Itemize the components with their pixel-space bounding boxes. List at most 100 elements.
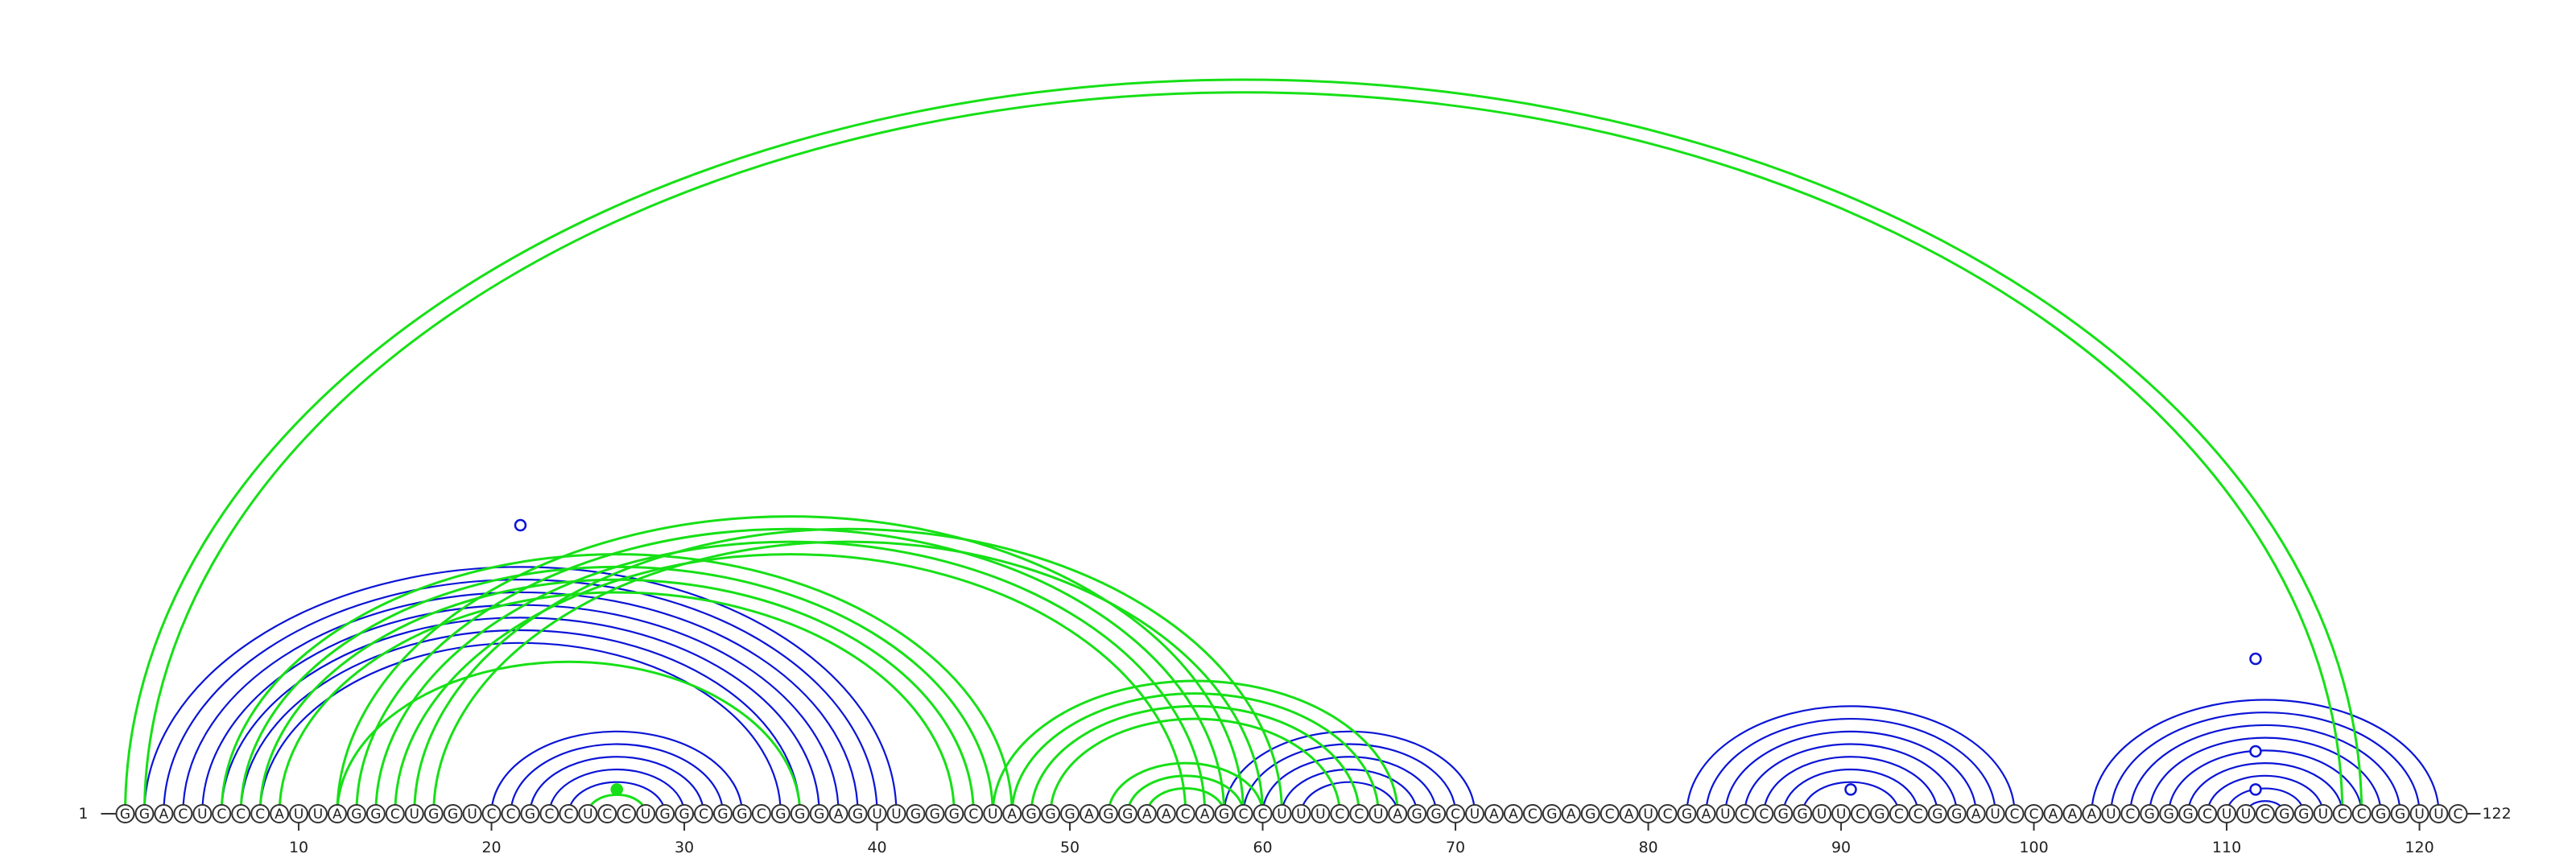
nucleotide-letter: U xyxy=(872,806,881,823)
blue-arc xyxy=(2207,774,2324,815)
nucleotide: C xyxy=(539,804,559,823)
nucleotide-letter: C xyxy=(699,806,708,823)
nucleotide: U xyxy=(1715,804,1736,823)
nucleotide-circle xyxy=(770,804,791,823)
nucleotide-circle xyxy=(1253,804,1273,823)
blue-arc xyxy=(2225,787,2305,815)
nucleotide-letter: G xyxy=(1219,806,1229,823)
nucleotide: U xyxy=(2101,804,2121,823)
nucleotide-circle xyxy=(1773,804,1794,823)
nucleotide: G xyxy=(1060,804,1080,823)
nucleotide: G xyxy=(1426,804,1447,823)
open-pair-marker xyxy=(2249,745,2262,758)
nucleotide-letter: U xyxy=(2434,806,2443,823)
position-ticks: 10 20 30 40 50 60 70 80 90 100 110 120 xyxy=(289,823,2434,856)
nucleotide: A xyxy=(1002,804,1022,823)
nucleotide-circle xyxy=(1041,804,1061,823)
tick-label: 20 xyxy=(481,839,501,856)
nucleotide: G xyxy=(1041,804,1061,823)
nucleotide-letter: G xyxy=(717,806,728,823)
nucleotide-letter: G xyxy=(1026,806,1037,823)
nucleotide-letter: C xyxy=(1181,806,1191,823)
nucleotide: U xyxy=(2429,804,2449,823)
nucleotide: G xyxy=(2293,804,2314,823)
nucleotide-circle xyxy=(867,804,887,823)
nucleotide: G xyxy=(115,804,135,823)
nucleotide: A xyxy=(1080,804,1099,823)
nucleotide-letter: U xyxy=(467,806,477,823)
nucleotide-circle xyxy=(712,804,733,823)
nucleotide-circle xyxy=(636,804,656,823)
nucleotide-letter: G xyxy=(1103,806,1113,823)
nucleotide: A xyxy=(1966,804,1986,823)
nucleotide-letter: U xyxy=(1277,806,1286,823)
nucleotide: C xyxy=(231,804,251,823)
nucleotide-letter: A xyxy=(1624,806,1634,823)
nucleotide: C xyxy=(1253,804,1273,823)
nucleotide-letter: G xyxy=(2183,806,2194,823)
nucleotide-circle xyxy=(964,804,984,823)
nucleotide-circle xyxy=(539,804,559,823)
open-pair-marker xyxy=(2249,652,2262,666)
nucleotide: C xyxy=(1657,804,1678,823)
nucleotide-circle xyxy=(1465,804,1484,823)
blue-arc xyxy=(2091,699,2440,815)
nucleotide: U xyxy=(404,804,424,823)
nucleotide: U xyxy=(636,804,656,823)
nucleotide-letter: A xyxy=(1509,806,1518,823)
nucleotide-circle xyxy=(1889,804,1909,823)
nucleotide: A xyxy=(1619,804,1639,823)
nucleotide-circle xyxy=(346,804,366,823)
green-arc xyxy=(239,565,994,815)
nucleotide-circle xyxy=(1214,804,1234,823)
nucleotide-letter: C xyxy=(1451,806,1460,823)
nucleotide-circle xyxy=(1657,804,1678,823)
blue-arc xyxy=(1782,768,1919,815)
nucleotide-circle xyxy=(1793,804,1813,823)
nucleotide-letter: C xyxy=(2357,806,2367,823)
nucleotide: C xyxy=(751,804,771,823)
nucleotide: G xyxy=(2390,804,2410,823)
nucleotide: G xyxy=(1773,804,1794,823)
nucleotide: G xyxy=(848,804,868,823)
nucleotide-letter: U xyxy=(1315,806,1325,823)
nucleotide: C xyxy=(501,804,521,823)
nucleotide: G xyxy=(906,804,926,823)
nucleotide-circle xyxy=(1022,804,1042,823)
nucleotide-circle xyxy=(501,804,521,823)
nucleotide: G xyxy=(675,804,695,823)
blue-arc xyxy=(2110,712,2421,815)
nucleotide: U xyxy=(2409,804,2429,823)
nucleotide-letter: U xyxy=(1643,806,1653,823)
nucleotide: U xyxy=(1831,804,1852,823)
nucleotide: A xyxy=(828,804,848,823)
nucleotide: C xyxy=(1330,804,1350,823)
nucleotide: C xyxy=(2120,804,2140,823)
blue-arc xyxy=(2149,736,2382,815)
nucleotide: G xyxy=(1946,804,1967,823)
nucleotide: G xyxy=(520,804,540,823)
nucleotide-letter: C xyxy=(2010,806,2020,823)
nucleotide-circle xyxy=(2004,804,2025,823)
nucleotide-circle xyxy=(597,804,617,823)
nucleotide-letter: A xyxy=(1702,806,1711,823)
nucleotide-circle xyxy=(1561,804,1581,823)
nucleotide: C xyxy=(212,804,232,823)
nucleotide-letter: U xyxy=(1817,806,1827,823)
nucleotide: U xyxy=(886,804,906,823)
nucleotide: C xyxy=(2332,804,2352,823)
nucleotide-circle xyxy=(192,804,213,823)
nucleotide-letter: G xyxy=(852,806,863,823)
nucleotide: A xyxy=(1561,804,1581,823)
nucleotide-letter: G xyxy=(428,806,439,823)
nucleotide-letter: C xyxy=(757,806,766,823)
nucleotide: G xyxy=(944,804,964,823)
nucleotide-circle xyxy=(2178,804,2198,823)
nucleotide-letter: C xyxy=(2260,806,2270,823)
nucleotide: A xyxy=(154,804,174,823)
nucleotide-circle xyxy=(404,804,424,823)
green-arc xyxy=(1030,704,1360,815)
green-arc xyxy=(394,553,1187,815)
nucleotide-letter: A xyxy=(1142,806,1152,823)
nucleotide-letter: A xyxy=(275,806,284,823)
